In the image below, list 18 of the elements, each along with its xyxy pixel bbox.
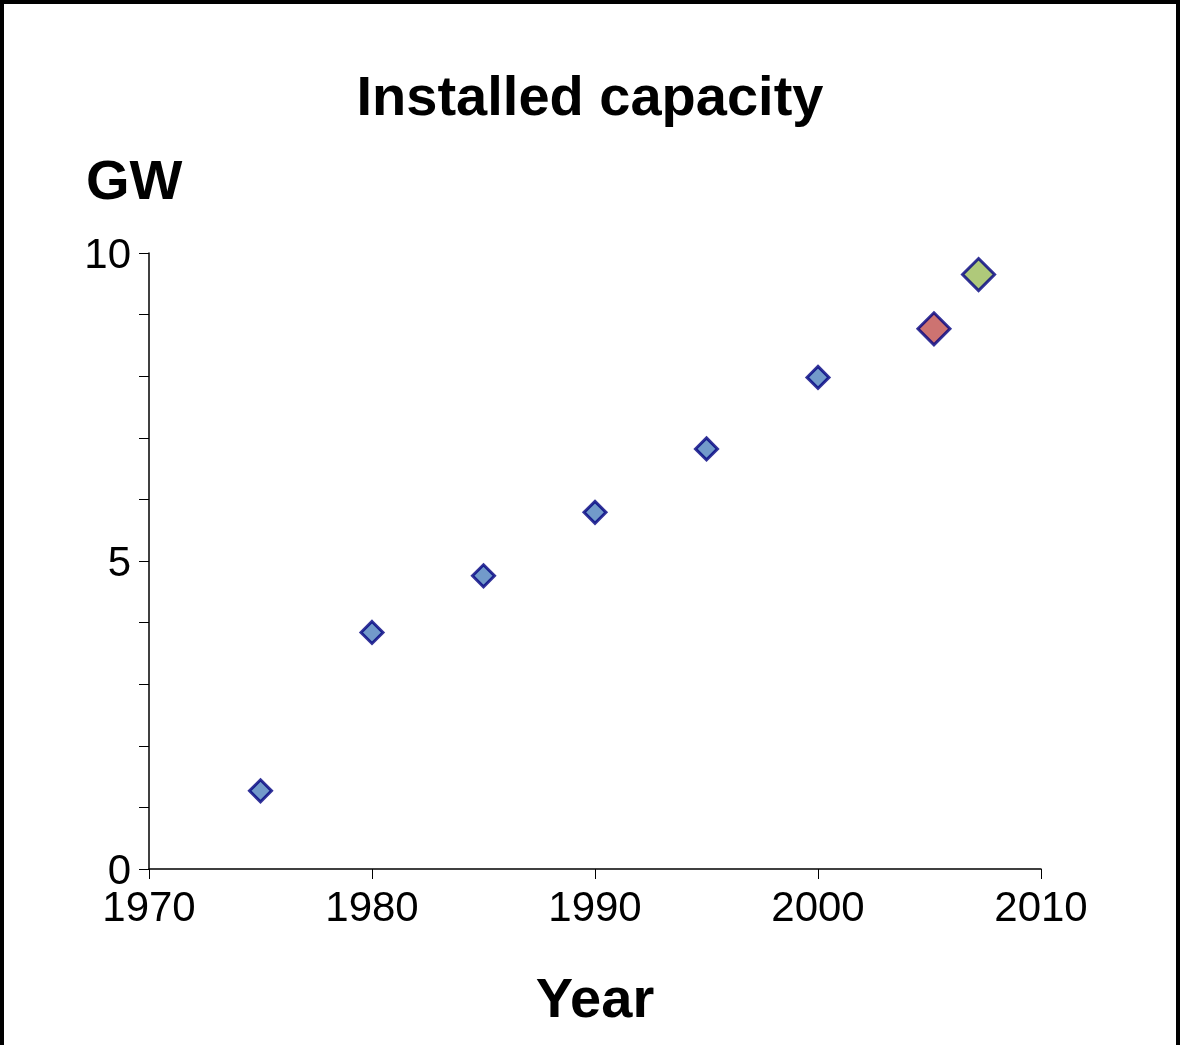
point [471, 563, 496, 589]
point [961, 257, 997, 293]
x-tick-label: 1980 [325, 882, 419, 930]
y-tick-label: 10 [84, 229, 131, 277]
point [582, 499, 608, 525]
x-axis-title: Year [535, 965, 655, 1029]
x-tick-label: 1990 [548, 882, 642, 930]
y-axis-title: GW [86, 147, 183, 211]
point [805, 364, 831, 390]
y-tick-label: 0 [107, 845, 131, 893]
point [359, 619, 385, 645]
point [694, 436, 719, 462]
x-tick-label: 2010 [994, 882, 1088, 930]
x-tick-label: 2000 [771, 882, 865, 930]
point [248, 778, 273, 804]
y-tick-label: 5 [107, 537, 131, 585]
point [916, 311, 952, 347]
chart-title: Installed capacity [356, 63, 824, 127]
